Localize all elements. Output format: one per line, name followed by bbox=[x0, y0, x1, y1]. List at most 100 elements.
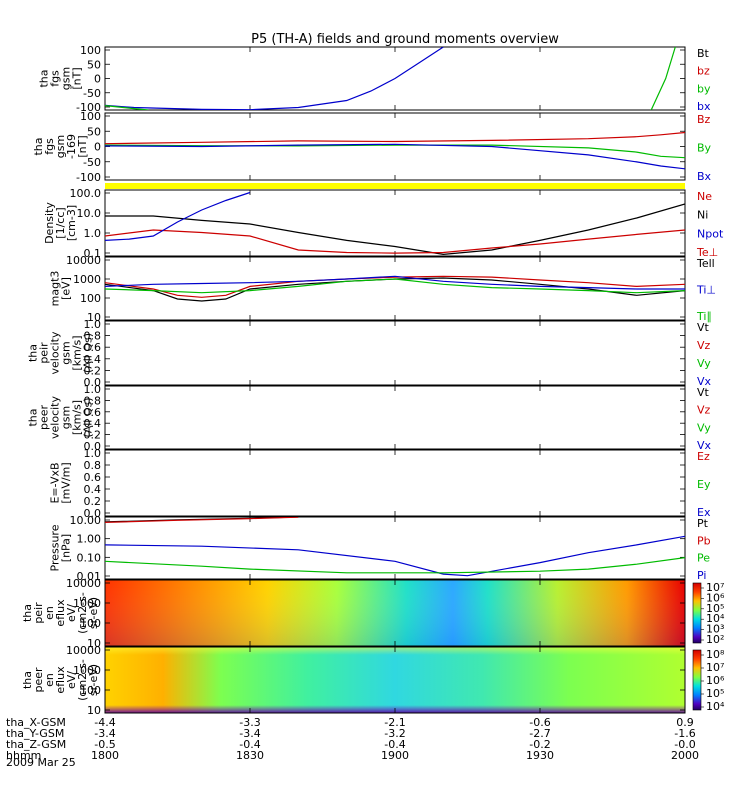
panel-5: 1.00.80.60.40.20.0 thapeirvelocitygsm[km/… bbox=[27, 318, 712, 389]
colorbar-tick-label: 10⁸ bbox=[706, 648, 725, 661]
legend-entry: Bx bbox=[697, 170, 712, 183]
series-line-by bbox=[650, 47, 676, 110]
legend-entry: Pi bbox=[697, 569, 706, 582]
y-tick-label: -100 bbox=[76, 171, 101, 184]
y-tick-label: -50 bbox=[83, 156, 101, 169]
y-tick-label: 10000 bbox=[66, 254, 101, 267]
y-tick-label: 0.1 bbox=[84, 247, 102, 260]
x-tick-label: 1830 bbox=[236, 749, 264, 762]
y-axis-label: thapeirenefluxeV/(cm2-s-sr-eV) bbox=[21, 592, 100, 634]
y-tick-label: 10.00 bbox=[70, 514, 102, 527]
panel-7: 1.00.80.60.40.20.0 E=-VxB[mV/m] Ez Ey Ex bbox=[49, 447, 711, 520]
spectrogram-shading bbox=[105, 580, 685, 646]
colorbar-tick-label: 10⁶ bbox=[706, 674, 725, 687]
y-tick-label: 10 bbox=[87, 311, 101, 324]
y-tick-label: 10.0 bbox=[77, 207, 102, 220]
legend-entry: Vt bbox=[697, 321, 710, 334]
y-tick-label: -100 bbox=[76, 101, 101, 114]
y-tick-label: 0.8 bbox=[84, 459, 102, 472]
y-axis-label: Density[1/cc][cm-3] bbox=[43, 202, 78, 244]
y-tick-label: -50 bbox=[83, 87, 101, 100]
x-tick-label: 0.9 bbox=[676, 716, 694, 729]
y-axis-label: thafgsgsm[nT] bbox=[38, 67, 84, 90]
legend-entry: Npot bbox=[697, 227, 724, 240]
legend-entry: Vy bbox=[697, 357, 711, 370]
legend-entry: bx bbox=[697, 100, 711, 113]
x-tick-label: -3.4 bbox=[239, 727, 260, 740]
series-line-te bbox=[105, 277, 685, 302]
figure-title: P5 (TH-A) fields and ground moments over… bbox=[251, 32, 559, 47]
x-tick-label: -0.4 bbox=[239, 738, 260, 751]
y-tick-label: 10 bbox=[87, 704, 101, 717]
colorbar-tick-label: 10⁵ bbox=[706, 602, 724, 615]
series-line-by bbox=[105, 105, 149, 110]
panel-frame bbox=[104, 320, 686, 386]
colorbar bbox=[692, 649, 702, 711]
legend-entry: Vx bbox=[697, 439, 712, 452]
y-tick-label: 1.0 bbox=[84, 318, 102, 331]
legend-entry: Bt bbox=[697, 47, 710, 60]
legend-entry: Vy bbox=[697, 421, 711, 434]
legend-entry: Ne bbox=[697, 190, 712, 203]
panel-frame bbox=[104, 449, 686, 517]
y-tick-label: 1000 bbox=[73, 664, 101, 677]
colorbar-tick-label: 10⁴ bbox=[706, 612, 725, 625]
x-tick-label: 2000 bbox=[671, 749, 699, 762]
y-tick-label: 0.2 bbox=[84, 364, 102, 377]
legend-entry: Vx bbox=[697, 375, 712, 388]
x-row-label: tha_Y-GSM bbox=[6, 727, 64, 740]
x-tick-label: -1.6 bbox=[674, 727, 695, 740]
y-tick-label: 0.4 bbox=[84, 417, 102, 430]
x-row-label: tha_X-GSM bbox=[6, 716, 66, 729]
panel-frame bbox=[104, 516, 686, 580]
legend-entry: By bbox=[697, 142, 712, 155]
y-tick-label: 1.00 bbox=[77, 533, 102, 546]
series-line-pb bbox=[105, 517, 299, 523]
y-axis-label: thapeerenefluxeV/(cm2-s-sr-eV) bbox=[21, 659, 100, 701]
y-tick-label: 0.4 bbox=[84, 353, 102, 366]
colorbar-tick-label: 10³ bbox=[706, 623, 724, 636]
y-tick-label: 0.0 bbox=[84, 440, 102, 453]
series-line-bx bbox=[105, 143, 685, 170]
y-tick-label: 0.6 bbox=[84, 341, 102, 354]
legend-entry: Bz bbox=[697, 113, 711, 126]
y-tick-label: 1.0 bbox=[84, 447, 102, 460]
y-tick-label: 100 bbox=[80, 292, 101, 305]
x-tick-label: -0.5 bbox=[94, 738, 115, 751]
legend-entry: Ti∥ bbox=[696, 310, 712, 323]
colorbar-tick-label: 10⁷ bbox=[706, 581, 724, 594]
legend-entry: Te⊥ bbox=[696, 246, 718, 259]
quality-flag-bar bbox=[105, 183, 685, 189]
y-tick-label: 0.8 bbox=[84, 330, 102, 343]
x-tick-label: 1800 bbox=[91, 749, 119, 762]
y-tick-label: 1.0 bbox=[84, 227, 102, 240]
y-tick-label: 0.6 bbox=[84, 471, 102, 484]
y-tick-label: 0.2 bbox=[84, 429, 102, 442]
x-tick-label: 1900 bbox=[381, 749, 409, 762]
y-tick-label: 1.0 bbox=[84, 383, 102, 396]
series-line-ni bbox=[105, 203, 685, 256]
y-axis-label: thafgsgsm-169[nT] bbox=[32, 134, 89, 159]
y-tick-label: 0.8 bbox=[84, 394, 102, 407]
colorbar-tick-label: 10⁴ bbox=[706, 700, 725, 713]
panel-8: 10.00 1.00 0.10 0.01 Pressure[nPa] Pt Pb Pe Pi bbox=[49, 514, 711, 583]
x-tick-label: -3.2 bbox=[384, 727, 405, 740]
legend-entry: Ez bbox=[697, 450, 710, 463]
panel-4: 10000 1000 100 10 magt3[eV] Tell Ti⊥ Ti∥ bbox=[49, 254, 717, 324]
y-tick-label: 0 bbox=[94, 141, 101, 154]
y-axis-label: magt3[eV] bbox=[49, 271, 73, 307]
y-tick-label: 0.2 bbox=[84, 495, 102, 508]
y-tick-label: 1000 bbox=[73, 597, 101, 610]
y-tick-label: 0.4 bbox=[84, 483, 102, 496]
legend-entry: Vt bbox=[697, 386, 710, 399]
colorbar-tick-label: 10² bbox=[706, 633, 724, 646]
colorbar-tick-label: 10⁶ bbox=[706, 591, 725, 604]
panel-frame bbox=[104, 385, 686, 450]
y-axis-label: Pressure[nPa] bbox=[49, 524, 73, 571]
x-tick-label: -0.0 bbox=[674, 738, 695, 751]
spectrogram-shading bbox=[105, 647, 685, 713]
y-tick-label: 0.01 bbox=[77, 570, 102, 583]
